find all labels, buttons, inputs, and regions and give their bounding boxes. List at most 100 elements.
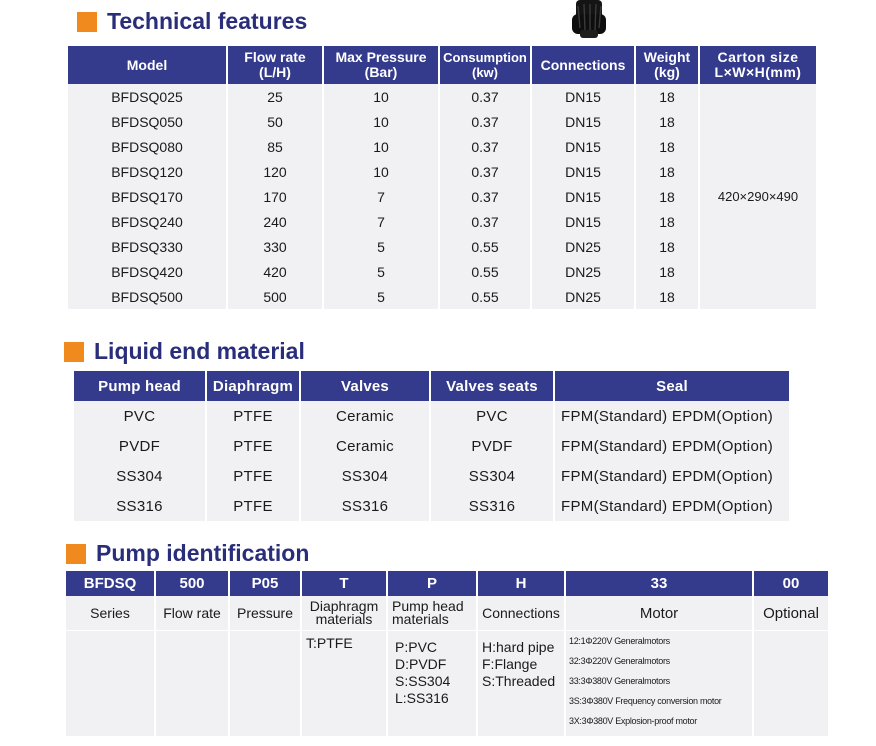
table-cell: 0.37 <box>440 159 530 184</box>
table-cell: 25 <box>228 84 322 109</box>
table-row: BFDSQ170 170 7 0.37 DN15 18 <box>68 184 816 209</box>
table-cell: DN25 <box>532 234 634 259</box>
diaphragm-options: T:PTFE <box>302 630 386 736</box>
technical-features-title: Technical features <box>107 8 308 34</box>
table-cell: 5 <box>324 284 438 309</box>
th-model: Model <box>68 46 226 84</box>
pump-identification-table: BFDSQ 500 P05 T P H 33 00 Series Flow ra… <box>64 571 830 736</box>
table-cell: 18 <box>636 234 698 259</box>
code-pressure: P05 <box>230 571 300 596</box>
table-row: BFDSQ120 120 10 0.37 DN15 18 <box>68 159 816 184</box>
table-row: BFDSQ240 240 7 0.37 DN15 18 <box>68 209 816 234</box>
th-diaphragm: Diaphragm <box>207 371 299 401</box>
table-cell: PVC <box>74 401 205 431</box>
th-seal: Seal <box>555 371 789 401</box>
table-cell: 5 <box>324 259 438 284</box>
table-cell: SS304 <box>301 461 429 491</box>
table-cell: DN15 <box>532 134 634 159</box>
table-cell: DN15 <box>532 84 634 109</box>
liquid-end-heading: Liquid end material <box>64 338 305 365</box>
table-row: BFDSQ420 420 5 0.55 DN25 18 <box>68 259 816 284</box>
th-pump-head: Pump head <box>74 371 205 401</box>
code-series: BFDSQ <box>66 571 154 596</box>
label-optional: Optional <box>754 596 828 630</box>
technical-features-heading: Technical features <box>77 8 307 35</box>
motor-option: 3S:3Φ380V Frequency conversion motor <box>569 696 722 706</box>
orange-square-icon <box>64 341 84 362</box>
table-cell: 170 <box>228 184 322 209</box>
table-cell: SS304 <box>431 461 553 491</box>
pump-head-option: L:SS316 <box>395 690 449 706</box>
th-valves-seats: Valves seats <box>431 371 553 401</box>
table-cell: BFDSQ050 <box>68 109 226 134</box>
liquid-end-title: Liquid end material <box>94 338 305 364</box>
table-cell: DN15 <box>532 184 634 209</box>
label-pump-head-materials: Pump head materials <box>388 596 476 630</box>
carton-size-cell: 420×290×490 <box>700 84 816 309</box>
table-cell: PVDF <box>431 431 553 461</box>
table-cell: 5 <box>324 234 438 259</box>
table-row: BFDSQ080 85 10 0.37 DN15 18 <box>68 134 816 159</box>
table-cell: 0.37 <box>440 209 530 234</box>
th-valves: Valves <box>301 371 429 401</box>
table-cell: DN25 <box>532 259 634 284</box>
motor-option: 32:3Φ220V Generalmotors <box>569 656 670 666</box>
table-cell: 500 <box>228 284 322 309</box>
table-cell: PTFE <box>207 461 299 491</box>
orange-square-icon <box>77 11 97 32</box>
flow-rate-options <box>156 630 228 736</box>
table-cell: PTFE <box>207 491 299 521</box>
table-cell: 0.37 <box>440 84 530 109</box>
th-connections: Connections <box>532 46 634 84</box>
table-cell: 10 <box>324 159 438 184</box>
table-cell: BFDSQ240 <box>68 209 226 234</box>
table-cell: 420 <box>228 259 322 284</box>
table-cell: FPM(Standard) EPDM(Option) <box>555 461 789 491</box>
table-cell: 0.55 <box>440 234 530 259</box>
table-cell: BFDSQ420 <box>68 259 226 284</box>
code-diaphragm: T <box>302 571 386 596</box>
connection-option: H:hard pipe <box>482 639 555 655</box>
label-motor: Motor <box>566 596 752 630</box>
connection-option: S:Threaded <box>482 673 556 689</box>
table-row: PVC PTFE Ceramic PVC FPM(Standard) EPDM(Opti… <box>74 401 789 431</box>
table-cell: 18 <box>636 259 698 284</box>
label-diaphragm-materials: Diaphragm materials <box>302 596 386 630</box>
table-cell: 0.37 <box>440 184 530 209</box>
code-flow-rate: 500 <box>156 571 228 596</box>
motor-options: 12:1Φ220V Generalmotors 32:3Φ220V Genera… <box>566 630 752 736</box>
pump-identification-heading: Pump identification <box>66 540 309 567</box>
table-cell: 330 <box>228 234 322 259</box>
th-carton-size: Carton size L×W×H(mm) <box>700 46 816 84</box>
code-motor: 33 <box>566 571 752 596</box>
pump-head-option: D:PVDF <box>395 656 447 672</box>
table-row: SS304 PTFE SS304 SS304 FPM(Standard) EPDM(Op… <box>74 461 789 491</box>
table-cell: 240 <box>228 209 322 234</box>
orange-square-icon <box>66 543 86 564</box>
table-cell: 7 <box>324 209 438 234</box>
table-cell: FPM(Standard) EPDM(Option) <box>555 431 789 461</box>
table-row: PVDF PTFE Ceramic PVDF FPM(Standard) EPDM(Op… <box>74 431 789 461</box>
table-cell: 0.37 <box>440 134 530 159</box>
pressure-options <box>230 630 300 736</box>
label-flow-rate: Flow rate <box>156 596 228 630</box>
pump-head-option: S:SS304 <box>395 673 451 689</box>
label-pressure: Pressure <box>230 596 300 630</box>
pump-head-options: P:PVC D:PVDF S:SS304 L:SS316 <box>388 630 476 736</box>
table-cell: SS304 <box>74 461 205 491</box>
table-row: BFDSQ050 50 10 0.37 DN15 18 <box>68 109 816 134</box>
table-cell: FPM(Standard) EPDM(Option) <box>555 401 789 431</box>
table-row: BFDSQ500 500 5 0.55 DN25 18 <box>68 284 816 309</box>
table-cell: 18 <box>636 109 698 134</box>
table-cell: DN15 <box>532 109 634 134</box>
th-max-pressure: Max Pressure (Bar) <box>324 46 438 84</box>
table-cell: 0.55 <box>440 284 530 309</box>
liquid-end-table: Pump head Diaphragm Valves Valves seats … <box>72 371 791 521</box>
technical-features-table: Model Flow rate (L/H) Max Pressure (Bar)… <box>66 46 818 309</box>
table-cell: PTFE <box>207 401 299 431</box>
table-row: BFDSQ025 25 10 0.37 DN15 18 420×290×490 <box>68 84 816 309</box>
pump-identification-title: Pump identification <box>96 540 310 566</box>
pump-head-option: P:PVC <box>395 639 438 655</box>
table-cell: 18 <box>636 284 698 309</box>
table-cell: BFDSQ500 <box>68 284 226 309</box>
